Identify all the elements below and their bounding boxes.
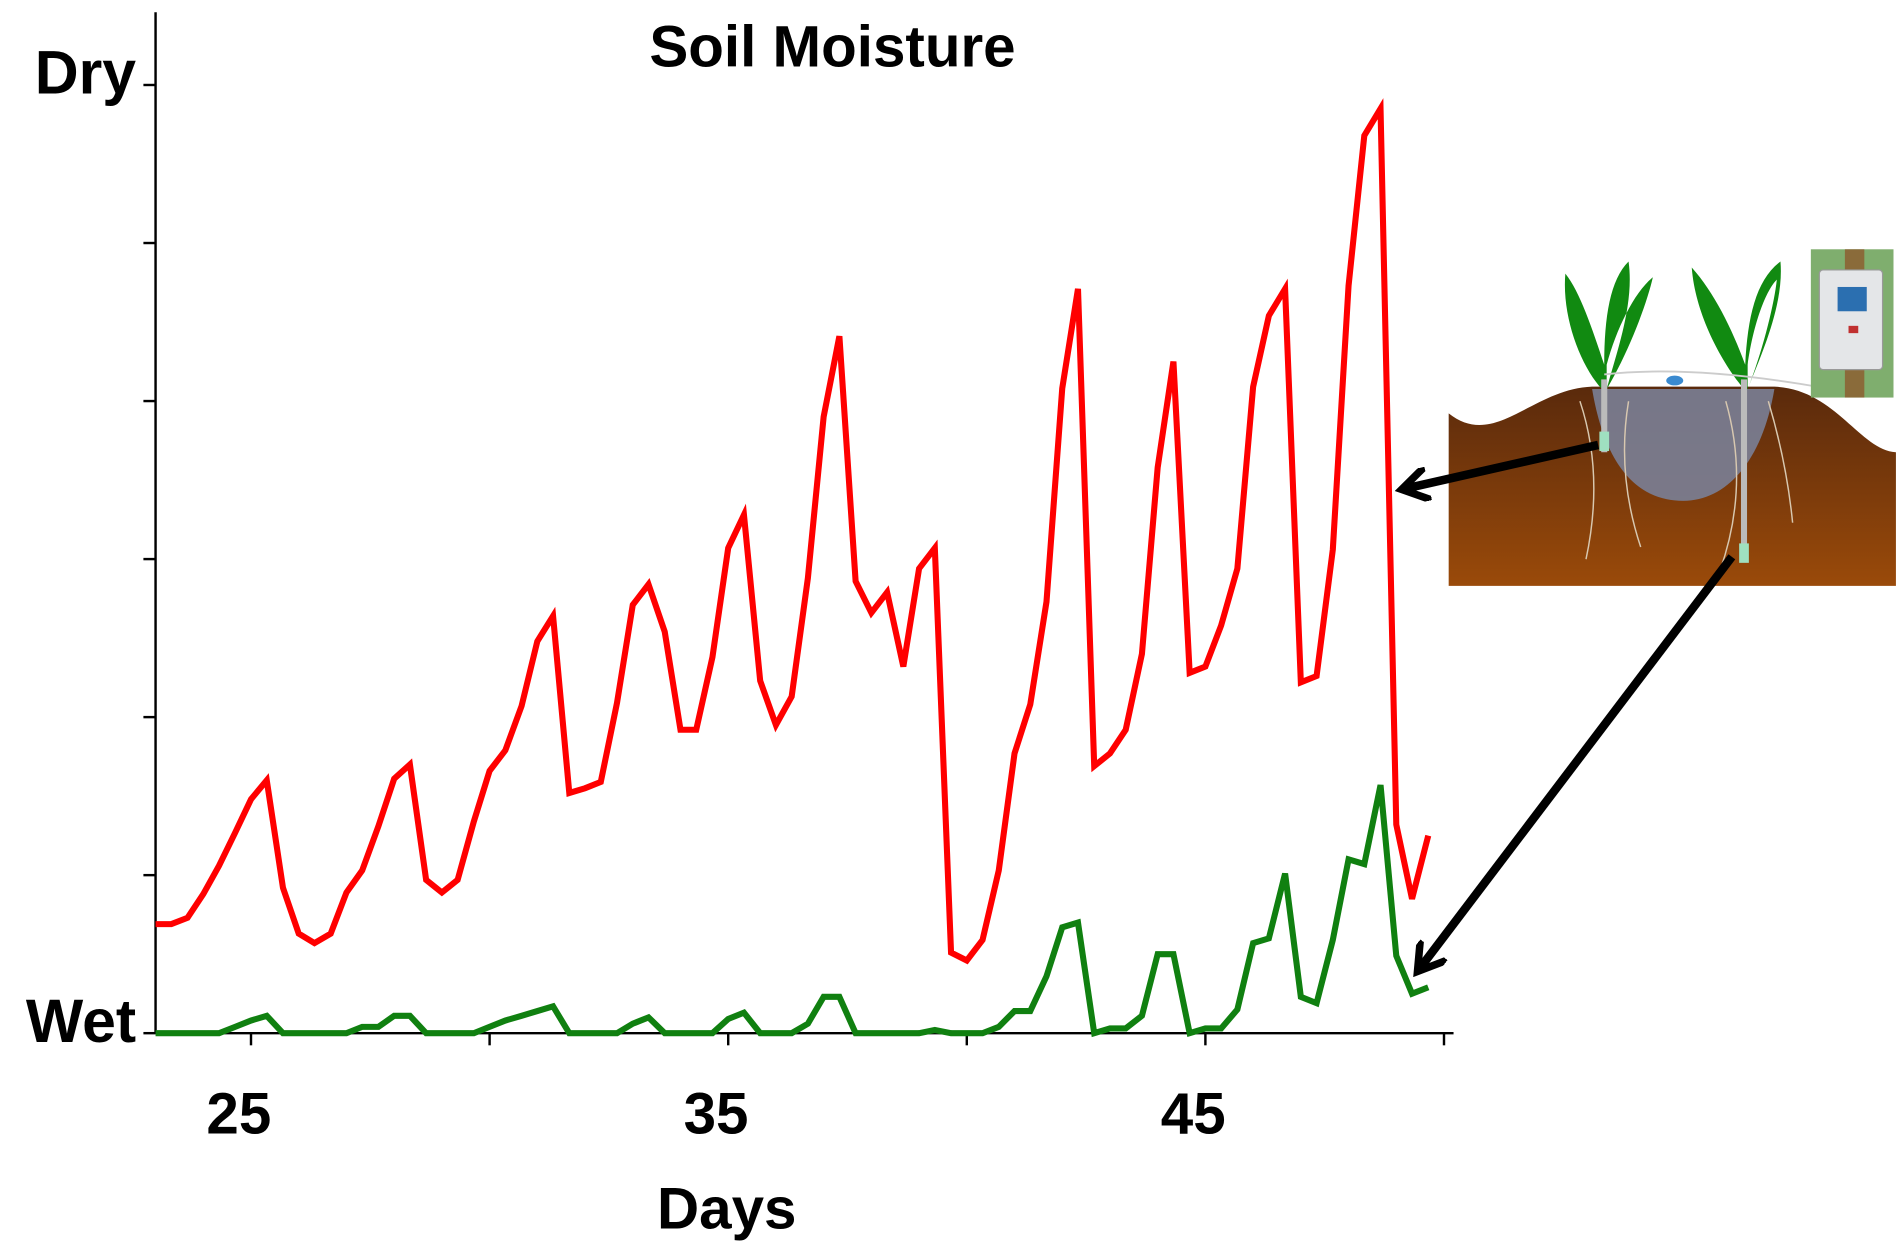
- logger-screen: [1837, 286, 1867, 312]
- sensor-illustration: [1448, 249, 1896, 586]
- sensor-tip: [1739, 543, 1749, 563]
- plant: [1564, 261, 1653, 390]
- wet-zone: [1592, 389, 1775, 501]
- y-tick-label: Wet: [26, 987, 136, 1055]
- chart-title: Soil Moisture: [649, 15, 1015, 80]
- roots: [1579, 400, 1794, 572]
- cable: [1604, 370, 1818, 388]
- y-tick-label: Dry: [35, 39, 137, 107]
- data-line: [155, 784, 1430, 1038]
- logger-button: [1848, 325, 1859, 334]
- x-tick-label: 25: [206, 1082, 271, 1147]
- sensor-tip: [1599, 431, 1610, 452]
- plant: [1691, 261, 1781, 390]
- arrow: [1420, 554, 1736, 969]
- x-tick-label: 45: [1161, 1082, 1226, 1147]
- drip: [1666, 375, 1684, 386]
- x-axis-label: Days: [657, 1176, 796, 1241]
- arrow: [1405, 440, 1600, 489]
- data-line: [155, 98, 1432, 965]
- logger: [1818, 269, 1884, 371]
- x-tick-label: 35: [684, 1082, 749, 1147]
